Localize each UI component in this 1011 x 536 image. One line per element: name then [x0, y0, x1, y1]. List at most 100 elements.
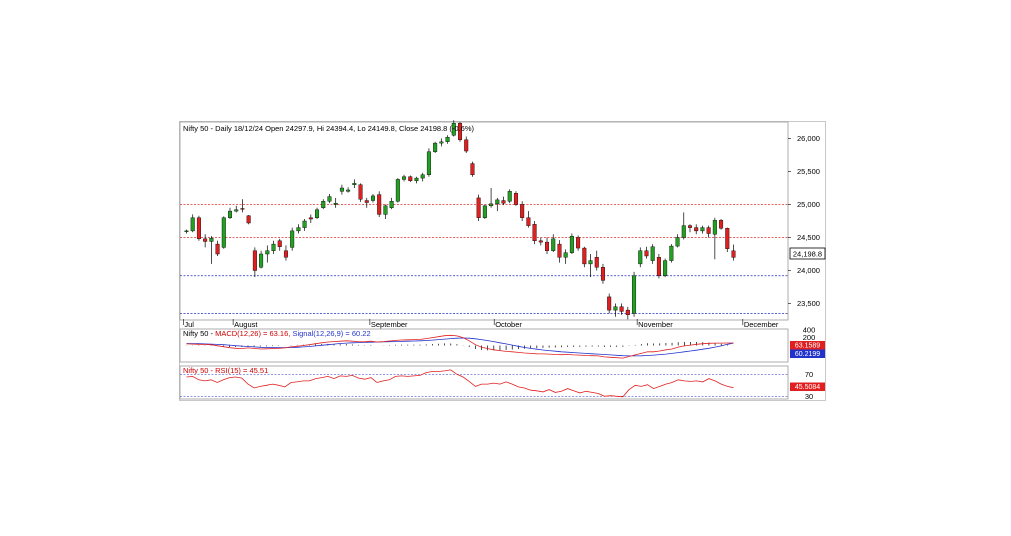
candle-body [532, 224, 537, 242]
candle [687, 224, 692, 233]
candle [632, 271, 637, 317]
candle [607, 293, 612, 314]
candle-body [426, 151, 431, 175]
candle [551, 234, 556, 253]
candle [321, 199, 326, 210]
candle-body [706, 227, 711, 234]
candle-body [694, 227, 699, 232]
candle [700, 225, 705, 234]
candle-body [476, 197, 481, 218]
candle [290, 227, 295, 251]
candle [352, 179, 357, 188]
candle-body [656, 257, 661, 276]
candle [594, 250, 599, 271]
candle-body [383, 205, 388, 215]
chart-title: Nifty 50 - Daily 18/12/24 Open 24297.9, … [183, 124, 475, 133]
candle-body [203, 238, 208, 242]
candle [408, 175, 413, 183]
candle-body [700, 227, 705, 232]
rsi-badge: 45.5084 [795, 384, 820, 391]
candle-body [377, 194, 382, 215]
month-label: Jul [184, 320, 194, 329]
rsi-tick-label: 30 [805, 392, 813, 401]
candle-body [644, 250, 649, 257]
candle-body [358, 184, 363, 200]
candle [513, 191, 518, 206]
candle [296, 224, 301, 234]
signal-badge-bg [790, 349, 825, 358]
candle-body [464, 139, 469, 152]
candle [694, 224, 699, 235]
candle [184, 229, 189, 234]
candle [675, 234, 680, 248]
candle-body [271, 243, 276, 251]
last-price-badge-bg [789, 247, 826, 260]
candle-body [731, 250, 736, 258]
macd-tick-label: 400 [803, 325, 816, 334]
candle-body [594, 257, 599, 268]
candle-body [402, 176, 407, 180]
candle [451, 120, 456, 137]
candle-body [619, 306, 624, 312]
candle-body [551, 238, 556, 251]
candle-body [221, 217, 226, 248]
candle [619, 303, 624, 315]
candle-body [259, 253, 264, 268]
candle-body [321, 200, 326, 208]
candle [414, 176, 419, 184]
candle-body [420, 174, 425, 179]
candle [339, 184, 344, 195]
candle [706, 225, 711, 238]
candle [346, 187, 351, 193]
candle [663, 258, 668, 278]
candle-body [712, 220, 717, 235]
candle [495, 197, 500, 212]
candle [277, 238, 282, 251]
candle [576, 235, 581, 251]
candles [184, 120, 736, 320]
candle [252, 247, 257, 278]
candle-body [290, 230, 295, 248]
candle-body [489, 203, 494, 207]
signal-line [186, 337, 734, 357]
candle [445, 135, 450, 144]
candle-body [327, 196, 332, 202]
candle [563, 249, 568, 264]
candle-body [228, 210, 233, 218]
candle-body [675, 237, 680, 247]
month-axis: Jul August September October November Decembe… [183, 319, 779, 329]
candle-body [209, 237, 214, 242]
candle-body [607, 296, 612, 311]
candle [265, 245, 270, 263]
candle-body [507, 191, 512, 202]
candle [240, 199, 245, 213]
candle [395, 178, 400, 203]
candle-body [277, 240, 282, 247]
y-tick-label: 24,500 [797, 233, 820, 242]
candle [731, 244, 736, 261]
candle [302, 219, 307, 231]
candle [426, 148, 431, 177]
candle [501, 196, 506, 206]
candle-body [240, 208, 245, 210]
candle-body [545, 241, 550, 251]
candle [482, 204, 487, 220]
candle-body [470, 163, 475, 176]
candle-body [513, 193, 518, 205]
candle [520, 201, 525, 221]
candle-body [246, 215, 251, 224]
candle [681, 212, 686, 240]
candle-body [557, 243, 562, 258]
candle-body [414, 177, 419, 181]
candle [545, 237, 550, 254]
candle [333, 197, 338, 208]
candle-body [302, 220, 307, 228]
candle-body [588, 260, 593, 265]
candle [638, 247, 643, 268]
candle-body [451, 123, 456, 136]
candle [190, 214, 195, 233]
candle [613, 303, 618, 317]
candle-body [569, 235, 574, 253]
